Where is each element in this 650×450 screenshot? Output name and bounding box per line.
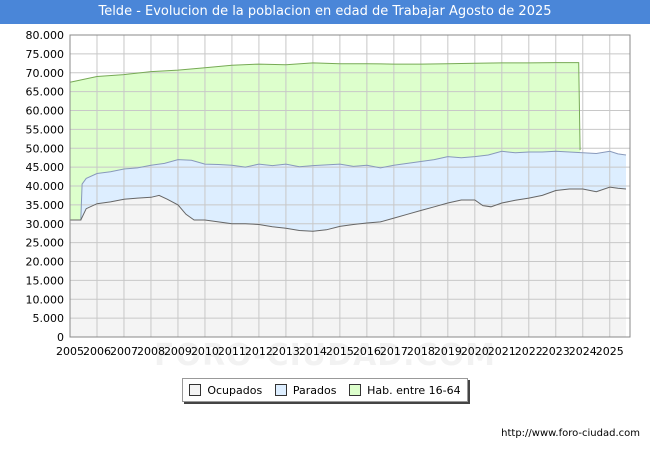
y-tick-label-13: 65.000 [26,86,65,99]
y-tick-label-10: 50.000 [26,142,65,155]
legend-item-parados: Parados [274,383,337,397]
line-parados [70,150,627,221]
chart-title: Telde - Evolucion de la poblacion en eda… [0,0,650,24]
x-tick-label-2005: 2005 [56,345,84,358]
y-tick-label-3: 15.000 [26,274,65,287]
watermark: FORO-CIUDAD.COM [154,338,496,373]
legend-swatch-parados [274,384,287,396]
x-tick-label-2007: 2007 [110,345,138,358]
x-tick-label-2023: 2023 [542,345,570,358]
x-tick-label-2006: 2006 [83,345,111,358]
x-tick-label-2015: 2015 [326,345,354,358]
line-hab-entre-16-64 [69,62,581,151]
y-tick-label-8: 40.000 [26,180,65,193]
legend-label-ocupados: Ocupados [207,383,263,397]
x-tick-label-2025: 2025 [596,345,624,358]
x-tick-label-2016: 2016 [353,345,381,358]
x-tick-label-2014: 2014 [299,345,327,358]
x-tick-label-2008: 2008 [137,345,165,358]
y-tick-label-2: 10.000 [26,293,65,306]
x-tick-label-2021: 2021 [488,345,516,358]
x-tick-label-2012: 2012 [245,345,273,358]
line-ocupados [70,186,627,232]
legend-swatch-habitantes [349,384,362,396]
y-tick-label-0: 0 [57,331,64,344]
legend-label-habitantes: Hab. entre 16-64 [367,383,461,397]
x-tick-label-2013: 2013 [272,345,300,358]
legend-swatch-ocupados [189,384,202,396]
y-tick-label-15: 75.000 [26,48,65,61]
x-tick-label-2018: 2018 [407,345,435,358]
y-tick-label-7: 35.000 [26,199,65,212]
x-tick-label-2020: 2020 [461,345,489,358]
legend-item-habitantes: Hab. entre 16-64 [349,384,461,397]
x-tick-label-2009: 2009 [164,345,192,358]
y-tick-label-4: 20.000 [26,256,65,269]
y-tick-label-14: 70.000 [26,67,65,80]
y-tick-label-5: 25.000 [26,237,65,250]
x-tick-label-2019: 2019 [434,345,462,358]
legend-label-parados: Parados [292,383,337,397]
x-tick-label-2017: 2017 [380,345,408,358]
chart-legend: Ocupados Parados Hab. entre 16-64 [182,378,468,402]
plot-frame [69,34,631,338]
y-tick-label-6: 30.000 [26,218,65,231]
y-tick-label-1: 5.000 [33,312,65,325]
source-url[interactable]: http://www.foro-ciudad.com [501,428,640,439]
x-tick-label-2011: 2011 [218,345,246,358]
x-tick-label-2022: 2022 [515,345,543,358]
y-tick-label-9: 45.000 [26,161,65,174]
x-tick-label-2024: 2024 [569,345,597,358]
y-tick-label-12: 60.000 [26,105,65,118]
y-tick-label-11: 55.000 [26,123,65,136]
y-tick-label-16: 80.000 [26,29,65,42]
legend-item-ocupados: Ocupados [189,384,262,397]
x-tick-label-2010: 2010 [191,345,219,358]
